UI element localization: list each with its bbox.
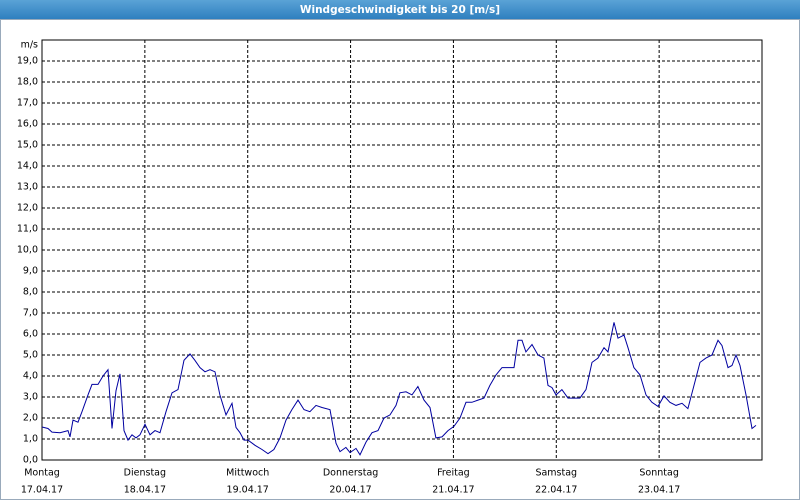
- y-tick-label: 18,0: [17, 77, 38, 88]
- window-frame: [0, 19, 800, 500]
- y-tick-label: 15,0: [17, 140, 38, 151]
- y-tick-label: 10,0: [17, 245, 38, 256]
- x-tick-label: Montag: [24, 468, 60, 479]
- x-tick-date: 22.04.17: [535, 485, 577, 496]
- x-tick-label: Donnerstag: [323, 468, 378, 479]
- plot-frame: [41, 39, 763, 461]
- y-tick-label: 6,0: [23, 329, 38, 340]
- x-tick-label: Freitag: [437, 468, 470, 479]
- y-tick-label: 19,0: [17, 56, 38, 67]
- x-tick-label: Samstag: [535, 468, 577, 479]
- data-line: [41, 322, 757, 456]
- y-tick-label: 4,0: [23, 371, 38, 382]
- x-tick-date: 23.04.17: [638, 485, 680, 496]
- y-tick-label: 1,0: [23, 434, 38, 445]
- x-tick-date: 20.04.17: [329, 485, 371, 496]
- y-tick-label: 11,0: [17, 224, 38, 235]
- y-tick-label: 16,0: [17, 119, 38, 130]
- y-tick-label: 2,0: [23, 413, 38, 424]
- x-tick-date: 21.04.17: [432, 485, 474, 496]
- y-tick-label: 0,0: [23, 455, 38, 466]
- y-tick-label: 13,0: [17, 182, 38, 193]
- x-tick-label: Mittwoch: [226, 468, 269, 479]
- x-tick-date: 17.04.17: [21, 485, 63, 496]
- y-tick-label: 14,0: [17, 161, 38, 172]
- chart-title: Windgeschwindigkeit bis 20 [m/s]: [300, 4, 500, 16]
- y-tick-label: 5,0: [23, 350, 38, 361]
- y-tick-label: 9,0: [23, 266, 38, 277]
- y-unit: m/s: [21, 40, 38, 51]
- y-tick-label: 3,0: [23, 392, 38, 403]
- x-tick-date: 19.04.17: [227, 485, 269, 496]
- x-tick-label: Dienstag: [124, 468, 166, 479]
- y-tick-label: 7,0: [23, 308, 38, 319]
- x-tick-date: 18.04.17: [124, 485, 166, 496]
- y-tick-label: 17,0: [17, 98, 38, 109]
- y-tick-label: 12,0: [17, 203, 38, 214]
- title-bar: [0, 0, 800, 19]
- x-tick-label: Sonntag: [639, 468, 678, 479]
- y-tick-label: 8,0: [23, 287, 38, 298]
